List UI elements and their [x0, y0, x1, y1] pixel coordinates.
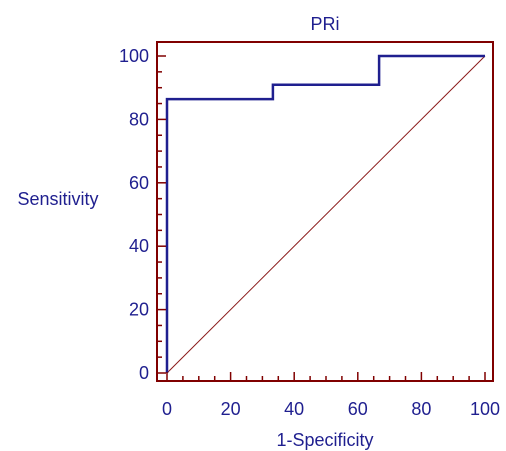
x-axis-label: 1-Specificity: [276, 430, 373, 450]
chart-title: PRi: [310, 14, 339, 34]
reference-line: [166, 55, 486, 374]
x-tick-label: 0: [162, 399, 172, 419]
y-tick-label: 60: [129, 173, 149, 193]
x-tick-label: 100: [470, 399, 500, 419]
x-tick-label: 60: [348, 399, 368, 419]
x-tick-label: 20: [221, 399, 241, 419]
plot-area: 0 20 40 60 80 100 0 20 40 60 80 100: [119, 41, 500, 419]
y-tick-label: 0: [139, 363, 149, 383]
y-axis-label: Sensitivity: [17, 189, 98, 209]
y-tick-label: 20: [129, 300, 149, 320]
y-tick-label: 100: [119, 46, 149, 66]
y-tick-label: 80: [129, 109, 149, 129]
plot-frame: [156, 41, 494, 382]
roc-curve: [165, 54, 485, 373]
x-tick-label: 80: [411, 399, 431, 419]
y-tick-label: 40: [129, 236, 149, 256]
x-tick-label: 40: [284, 399, 304, 419]
